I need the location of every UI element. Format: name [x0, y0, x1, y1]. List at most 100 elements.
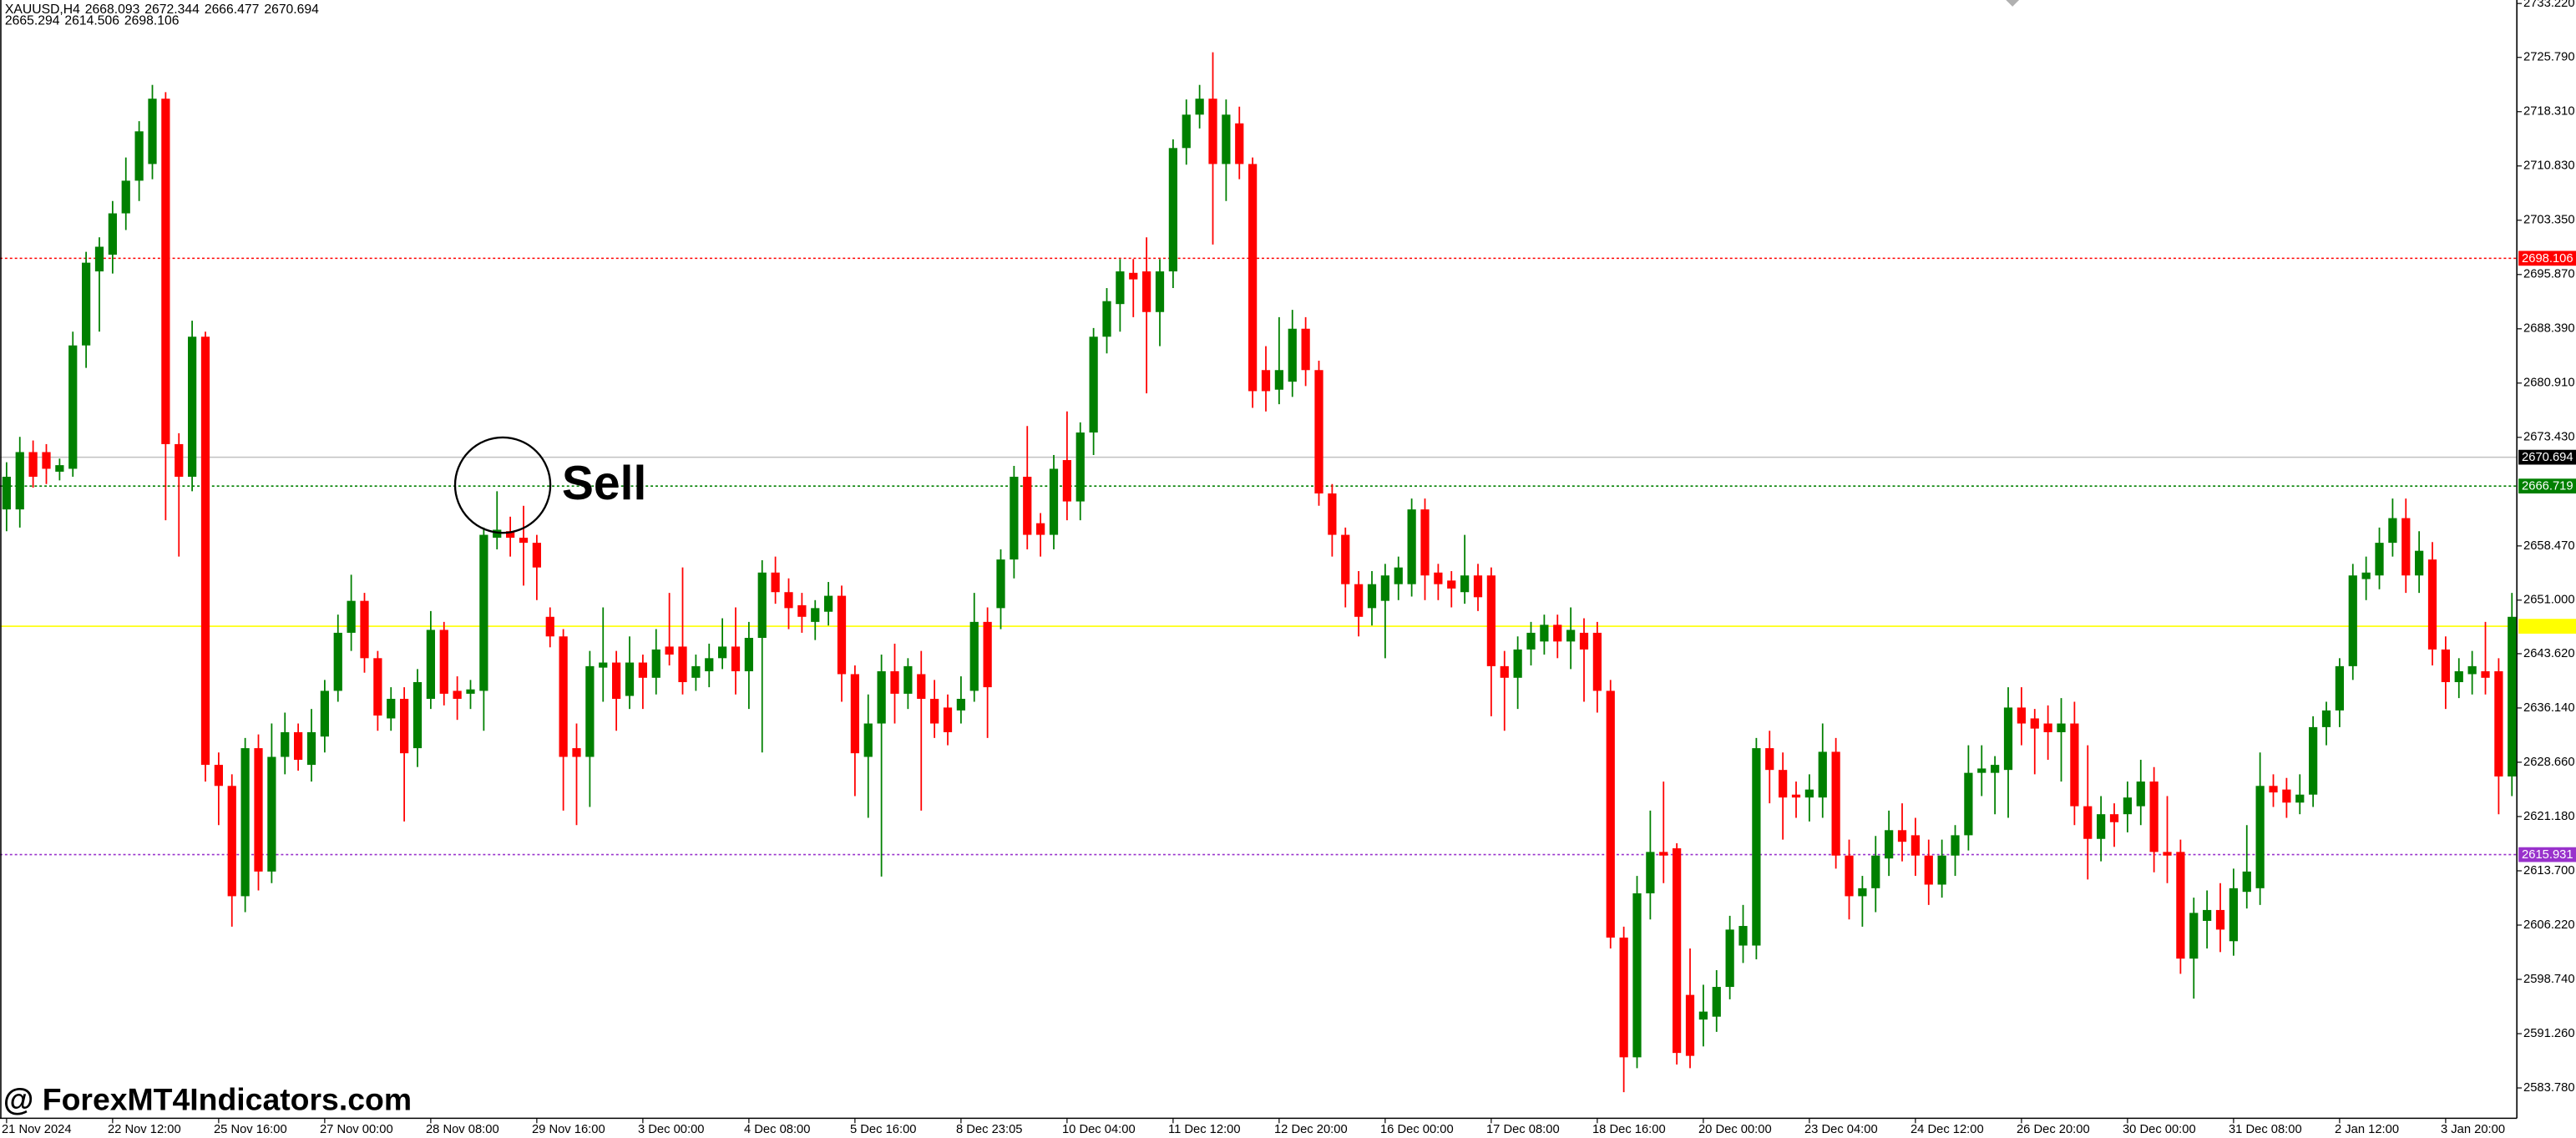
candle-body — [1924, 855, 1933, 885]
candle-body — [1712, 987, 1721, 1017]
candle-body — [121, 180, 130, 214]
candle-body — [1155, 271, 1165, 312]
candle-body — [625, 662, 635, 696]
y-axis: 2733.220 2725.790 2718.310 2710.830 2703.350… — [2517, 0, 2576, 1095]
y-tick-label: 2591.260 — [2523, 1027, 2574, 1040]
y-tick-label: 2695.870 — [2523, 268, 2574, 281]
x-axis: 21 Nov 2024 22 Nov 12:00 25 Nov 16:00 27 No… — [2, 1118, 2505, 1136]
candle-body — [1566, 630, 1576, 642]
x-tick-label: 11 Dec 12:00 — [1168, 1123, 1241, 1136]
candle-body — [903, 665, 913, 694]
candle-body — [1685, 994, 1695, 1056]
candle-body — [2481, 670, 2490, 678]
y-tick-label: 2733.220 — [2523, 0, 2574, 10]
candle-body — [1195, 99, 1204, 115]
candle-body — [2415, 550, 2424, 576]
x-tick-label: 8 Dec 23:05 — [956, 1123, 1023, 1136]
header-line-2: 2665.294 2614.506 2698.106 — [5, 14, 180, 28]
symbol: XAUUSD,H4 — [5, 3, 80, 17]
candle-body — [1845, 855, 1854, 897]
candle-body — [1089, 336, 1098, 433]
candle-body — [797, 604, 807, 617]
x-tick-label: 2 Jan 12:00 — [2335, 1123, 2399, 1136]
candle-body — [68, 345, 78, 469]
x-tick-label: 23 Dec 04:00 — [1804, 1123, 1878, 1136]
watermark: @ ForexMT4Indicators.com — [3, 1082, 412, 1117]
candle-body — [1434, 572, 1443, 584]
candle-body — [2467, 665, 2477, 675]
candle-body — [1248, 164, 1258, 392]
candle-body — [638, 662, 647, 678]
y-tick-label: 2710.830 — [2523, 159, 2574, 173]
candle-body — [1049, 468, 1059, 535]
candle-body — [188, 336, 197, 478]
candle-body — [2508, 616, 2517, 776]
candle-body — [479, 534, 488, 691]
candle-body — [2215, 909, 2225, 930]
y-tick-label: 2613.700 — [2523, 864, 2574, 878]
candle-body — [2083, 806, 2093, 839]
candle-body — [42, 452, 51, 469]
candle-body — [1354, 584, 1364, 617]
x-tick-label: 28 Nov 08:00 — [426, 1123, 499, 1136]
candle-body — [1301, 328, 1310, 371]
candle-body — [1818, 751, 1827, 798]
header-value: 2672.344 — [144, 3, 200, 17]
candle-body — [506, 531, 515, 539]
candle-body — [1036, 523, 1045, 535]
candle-body — [1991, 765, 2000, 773]
candle-body — [2269, 786, 2278, 793]
candle-body — [956, 698, 965, 711]
candle-body — [1791, 794, 1801, 798]
candle-body — [1102, 301, 1111, 337]
candle-body — [2388, 518, 2397, 544]
candle-body — [837, 595, 847, 675]
candle-body — [439, 630, 448, 694]
candle-body — [1407, 509, 1416, 584]
candle-body — [493, 529, 502, 539]
candle-body — [387, 698, 396, 719]
candle-body — [134, 131, 144, 181]
candle-body — [281, 731, 290, 757]
x-tick-label: 29 Nov 16:00 — [532, 1123, 605, 1136]
candle-body — [1885, 830, 1894, 859]
candle-body — [2136, 781, 2145, 807]
candle-body — [1394, 567, 1403, 584]
candle-body — [2441, 649, 2451, 683]
y-tick-label: 2583.780 — [2523, 1081, 2574, 1095]
level-label-bg — [2518, 847, 2576, 862]
candle-body — [1447, 580, 1456, 589]
x-tick-label: 3 Jan 20:00 — [2441, 1123, 2505, 1136]
candle-body — [1222, 114, 1231, 164]
x-tick-label: 21 Nov 2024 — [2, 1123, 72, 1136]
level-label: 2670.694 — [2522, 451, 2573, 464]
candle-body — [1738, 926, 1748, 946]
candle-body — [1579, 632, 1589, 650]
candle-body — [2321, 710, 2331, 727]
candle-body — [200, 336, 210, 766]
candle-body — [453, 690, 462, 699]
candle-body — [2003, 707, 2013, 771]
candle-body — [943, 707, 953, 732]
candle-body — [1380, 575, 1389, 601]
x-tick-label: 24 Dec 12:00 — [1910, 1123, 1984, 1136]
candle-body — [2030, 718, 2039, 729]
candle-body — [1673, 848, 1682, 1054]
candle-body — [1858, 888, 1867, 897]
candle-body — [969, 621, 979, 691]
candle-body — [161, 99, 170, 444]
x-tick-label: 18 Dec 16:00 — [1592, 1123, 1666, 1136]
candle-body — [863, 723, 873, 757]
candle-body — [333, 632, 342, 691]
candle-body — [2123, 797, 2133, 815]
candle-body — [1288, 328, 1297, 382]
candle-body — [705, 658, 714, 671]
candle-body — [691, 665, 701, 678]
x-tick-label: 17 Dec 08:00 — [1486, 1123, 1560, 1136]
candle-body — [175, 443, 184, 478]
candle-body — [1804, 789, 1814, 798]
candle-body — [373, 658, 382, 716]
x-tick-label: 20 Dec 00:00 — [1698, 1123, 1772, 1136]
candle-body — [2229, 888, 2239, 942]
